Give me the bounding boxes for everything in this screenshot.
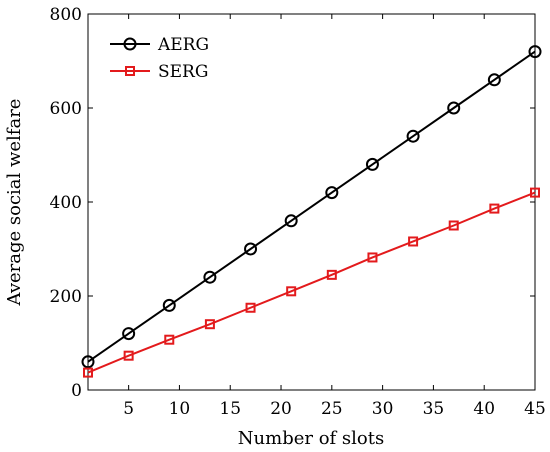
legend-item-aerg: AERG — [110, 35, 209, 55]
data-point-serg — [245, 302, 256, 313]
x-tick-label: 30 — [372, 399, 394, 419]
data-point-aerg — [528, 45, 542, 59]
legend-item-serg: SERG — [110, 62, 208, 82]
data-point-aerg — [487, 73, 501, 87]
series-layer — [81, 45, 542, 378]
data-point-aerg — [284, 214, 298, 228]
data-point-serg — [164, 334, 175, 345]
y-tick-label: 0 — [71, 381, 82, 401]
series-serg — [83, 187, 540, 378]
y-axis-title: Average social welfare — [4, 99, 25, 307]
data-point-aerg — [365, 157, 379, 171]
series-aerg — [81, 45, 542, 369]
data-point-aerg — [244, 242, 258, 256]
legend-marker-aerg — [123, 37, 137, 51]
legend-label-serg: SERG — [158, 62, 208, 82]
legend-label-aerg: AERG — [157, 35, 209, 55]
data-point-serg — [326, 269, 337, 280]
x-tick-label: 35 — [423, 399, 445, 419]
data-point-aerg — [81, 355, 95, 369]
plot-area-frame — [87, 13, 536, 391]
x-tick-label: 15 — [219, 399, 241, 419]
data-point-serg — [489, 203, 500, 214]
data-point-aerg — [203, 270, 217, 284]
data-point-aerg — [447, 101, 461, 115]
x-tick-label: 20 — [270, 399, 292, 419]
data-point-serg — [448, 220, 459, 231]
x-tick-label: 10 — [169, 399, 191, 419]
x-axis-title: Number of slots — [238, 428, 384, 449]
x-tick-label: 5 — [123, 399, 134, 419]
data-point-serg — [367, 252, 378, 263]
legend: AERG SERG — [110, 35, 209, 82]
y-tick-label: 400 — [50, 193, 82, 213]
y-tick-label: 600 — [50, 99, 82, 119]
data-point-aerg — [325, 186, 339, 200]
x-tick-label: 25 — [321, 399, 343, 419]
data-point-serg — [83, 367, 93, 378]
y-tick-label: 800 — [50, 5, 82, 25]
x-tick-label: 40 — [473, 399, 495, 419]
data-point-aerg — [162, 298, 176, 312]
axis-ticks: 5 10 15 20 25 30 35 40 45 0 200 400 600 800 — [50, 5, 546, 419]
data-point-serg — [286, 286, 297, 297]
series-line-serg — [87, 191, 536, 374]
legend-marker-serg — [125, 66, 135, 76]
data-point-aerg — [122, 327, 136, 341]
x-tick-label: 45 — [524, 399, 546, 419]
data-point-aerg — [406, 129, 420, 143]
data-point-serg — [123, 350, 134, 361]
data-point-serg — [204, 319, 215, 330]
series-line-aerg — [87, 50, 536, 363]
data-point-serg — [530, 187, 540, 198]
data-point-serg — [408, 236, 419, 247]
y-tick-label: 200 — [50, 287, 82, 307]
